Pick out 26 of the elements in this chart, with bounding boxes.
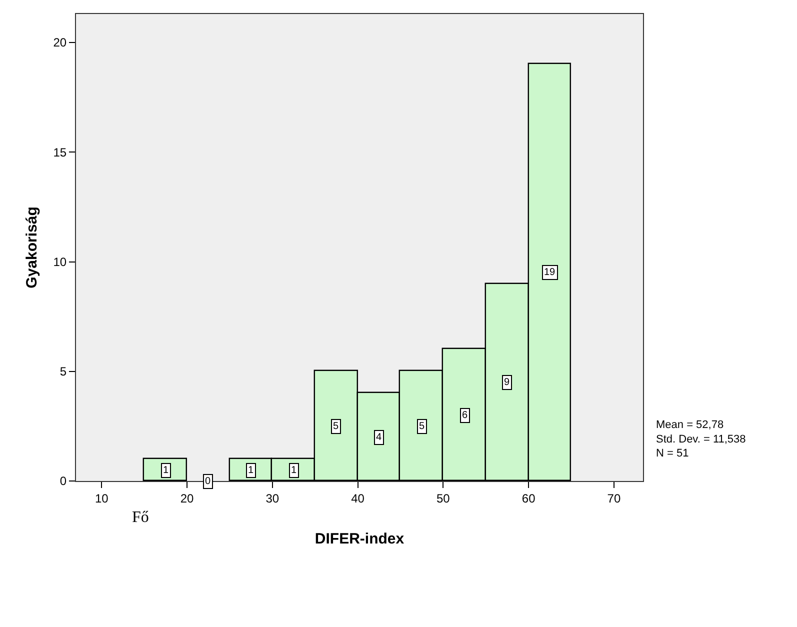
x-tick-label: 60 (522, 491, 536, 506)
data-label: 1 (248, 465, 254, 476)
x-tick-label: 40 (351, 491, 365, 506)
data-label: 1 (291, 465, 297, 476)
data-label: 5 (333, 421, 339, 432)
y-axis-title: Gyakoriság (23, 206, 40, 288)
x-tick-label: 30 (266, 491, 280, 506)
data-label: 9 (504, 377, 510, 388)
y-tick-label: 15 (53, 145, 67, 160)
y-tick-label: 0 (60, 474, 67, 488)
data-label: 0 (205, 476, 211, 487)
text: Mean = 52,78 Std. Dev. = 11,538 N = 51 (656, 419, 746, 460)
data-label: 4 (376, 432, 382, 443)
data-label: 1 (163, 465, 169, 476)
y-tick-label: 5 (60, 364, 67, 379)
data-label: 19 (544, 267, 556, 278)
data-label: 6 (462, 410, 468, 421)
text: Fő (132, 509, 149, 526)
x-tick-label: 50 (436, 491, 450, 506)
y-tick-label: 20 (53, 36, 67, 50)
x-tick-label: 20 (180, 491, 194, 506)
y-tick-label: 10 (53, 254, 67, 269)
x-axis-title: DIFER-index (314, 530, 405, 548)
data-label: 5 (419, 421, 425, 432)
x-tick-label: 10 (94, 491, 109, 506)
x-tick-label: 70 (607, 491, 621, 506)
